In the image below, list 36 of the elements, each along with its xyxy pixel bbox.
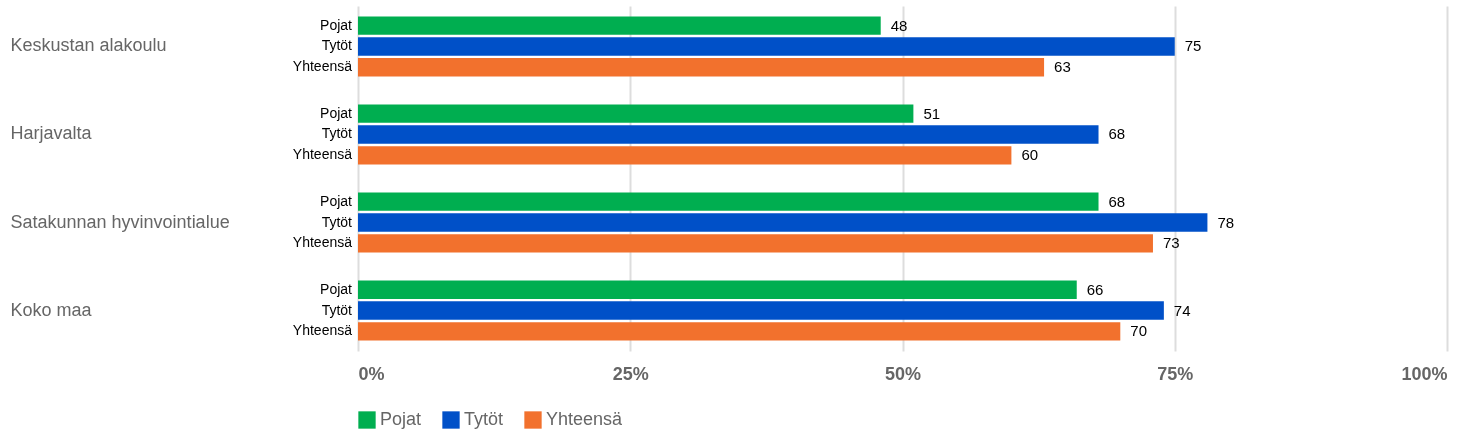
data-label: 51 [923,104,941,122]
x-tick-label: 25% [612,363,649,384]
text: Yhteensä [292,234,352,251]
data-label: 63 [1054,58,1071,76]
legend-label: Tytöt [464,409,504,429]
data-label: 48 [890,16,908,34]
text: Pojat [320,280,352,297]
data-label: 78 [1217,213,1235,231]
data-label: 68 [1108,125,1126,143]
y-tick-label: Koko maa [10,299,93,320]
data-label: 73 [1162,234,1180,252]
legend-label: Pojat [380,409,422,429]
data-label: 75 [1184,37,1202,55]
x-tick-label: 100% [1401,363,1448,384]
text: Pojat [320,16,352,33]
data-label: 60 [1021,146,1039,164]
legend-label: Yhteensä [546,409,624,429]
text: Yhteensä [292,146,352,163]
data-label: 66 [1086,280,1104,298]
text: Pojat [320,192,352,209]
data-label: 68 [1108,192,1126,210]
text: Yhteensä [292,322,352,339]
x-tick-label: 50% [884,363,922,384]
y-tick-label: Keskustan alakoulu [10,35,167,56]
text: Tytöt [321,37,352,54]
data-label: 70 [1130,322,1147,340]
text: Tytöt [321,125,352,142]
y-tick-label: Harjavalta [10,123,93,144]
text: Yhteensä [292,58,352,75]
data-label: 74 [1173,301,1191,319]
text: Tytöt [321,301,352,318]
x-tick-label: 75% [1157,363,1194,384]
text: Tytöt [321,213,352,230]
y-tick-label: Satakunnan hyvinvointialue [10,211,230,232]
x-tick-label: 0% [358,363,385,384]
text: Pojat [320,104,352,121]
